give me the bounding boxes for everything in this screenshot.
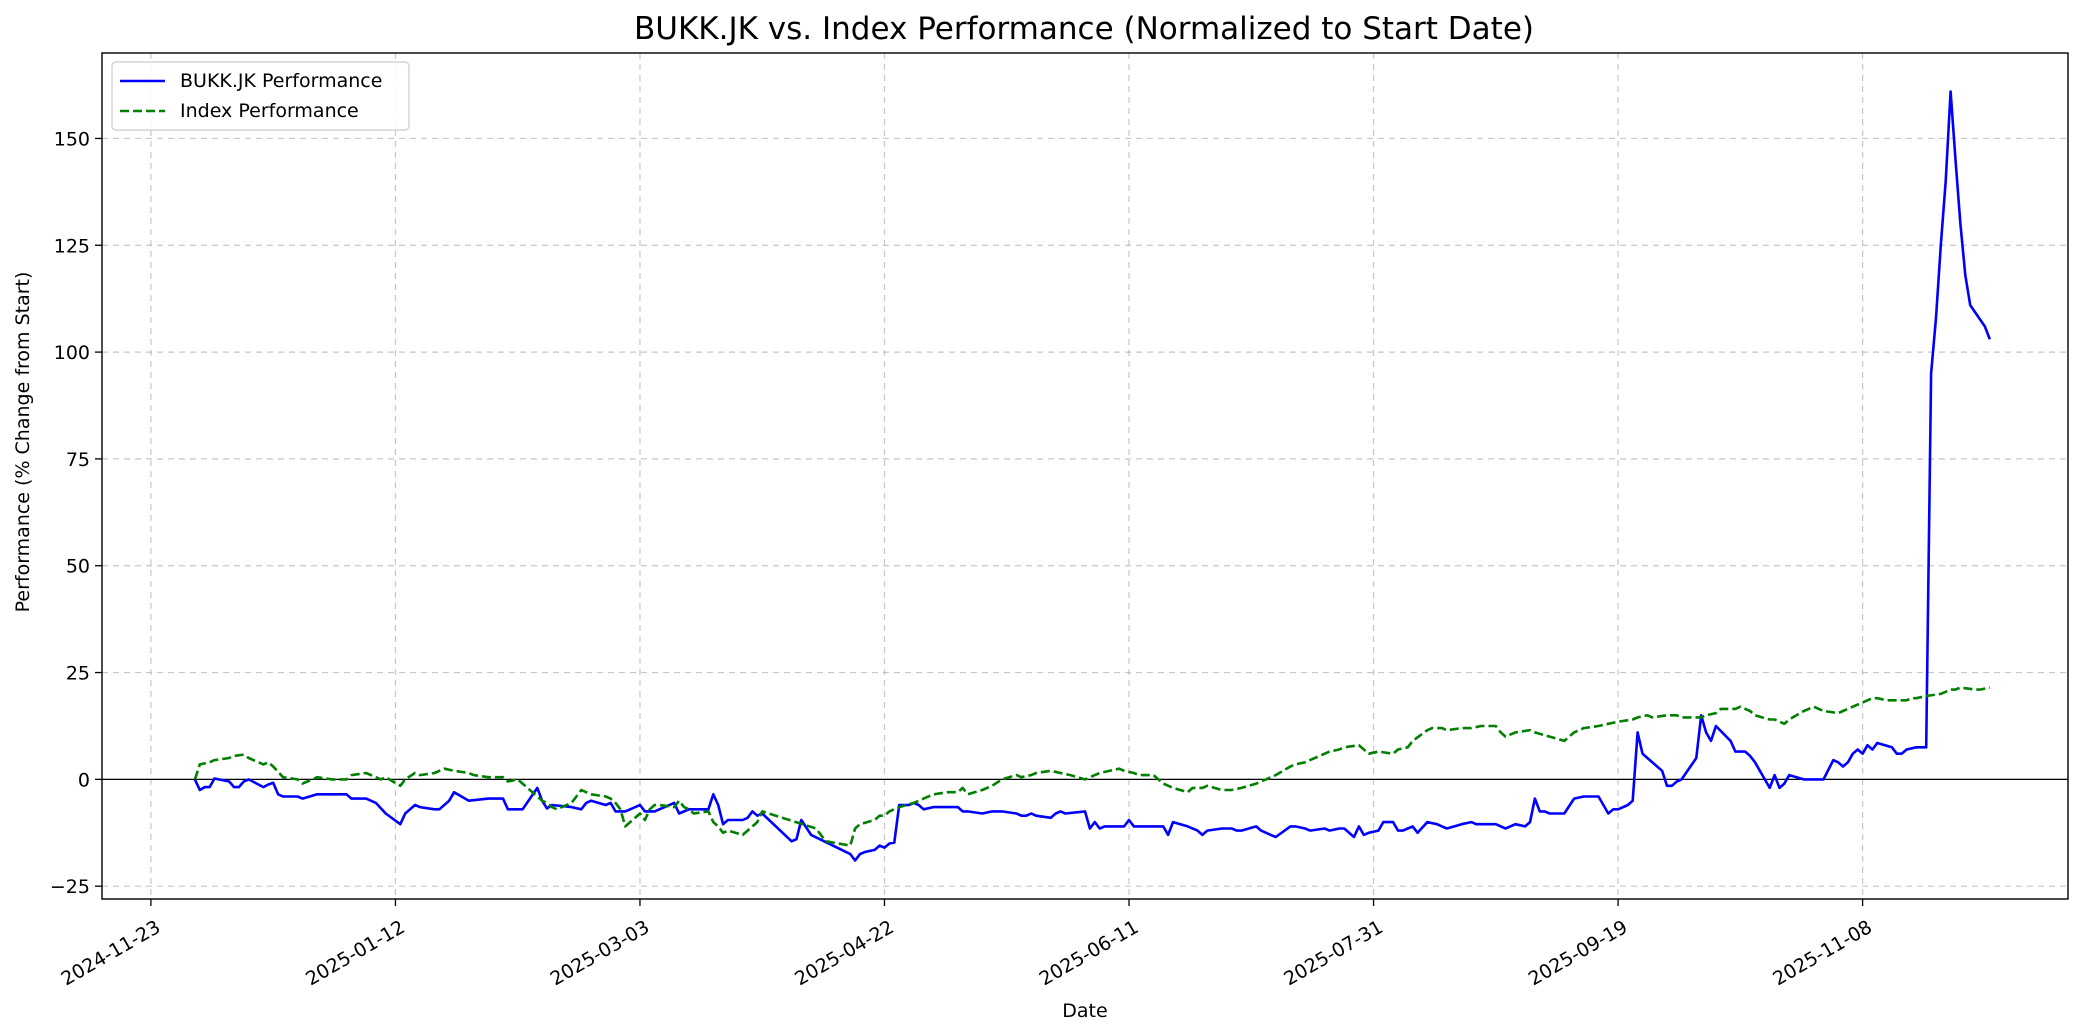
legend: BUKK.JK Performance Index Performance <box>111 61 410 131</box>
y-axis-ticks: −25 0 25 50 75 100 125 150 <box>50 128 102 898</box>
legend-label-index: Index Performance <box>180 100 359 122</box>
y-tick-label: 75 <box>66 449 90 471</box>
plot-area-frame <box>101 52 2069 900</box>
chart-title: BUKK.JK vs. Index Performance (Normalize… <box>634 11 1534 47</box>
series-line-bukk <box>193 90 1992 862</box>
legend-label-bukk: BUKK.JK Performance <box>180 70 382 92</box>
series-lines <box>193 90 1992 862</box>
legend-box <box>111 61 410 131</box>
y-tick-label: 0 <box>78 769 90 791</box>
y-tick-label: 25 <box>66 663 90 685</box>
y-tick-label: −25 <box>50 876 90 898</box>
y-tick-label: 100 <box>54 342 90 364</box>
y-axis-label: Performance (% Change from Start) <box>12 272 34 613</box>
series-line-index <box>193 686 1991 847</box>
y-tick-label: 150 <box>54 128 90 150</box>
y-tick-label: 125 <box>54 235 90 257</box>
x-axis-label: Date <box>1062 1000 1107 1022</box>
y-tick-label: 50 <box>66 556 90 578</box>
